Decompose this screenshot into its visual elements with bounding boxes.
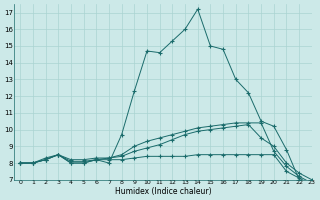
X-axis label: Humidex (Indice chaleur): Humidex (Indice chaleur) bbox=[115, 187, 211, 196]
